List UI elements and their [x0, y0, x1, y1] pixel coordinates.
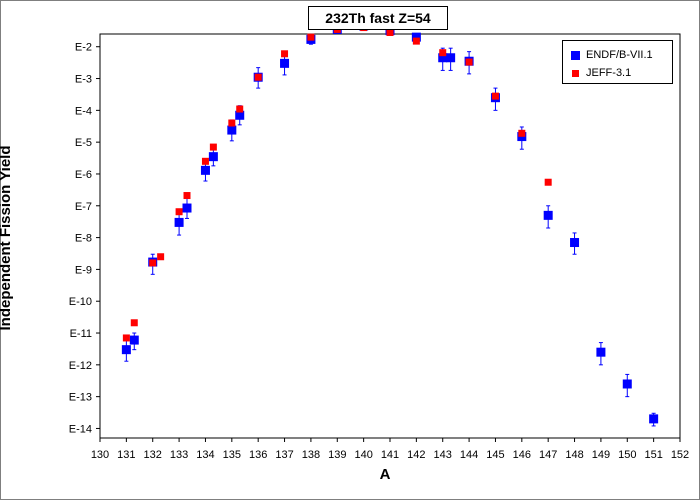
x-tick-label: 144 [460, 449, 478, 461]
point-jeff [201, 157, 209, 165]
plot-area [99, 33, 681, 439]
y-tick-label: E-6 [75, 169, 92, 181]
x-axis-label: A [379, 466, 391, 483]
legend-label-endf: ENDF/B-VII.1 [586, 49, 653, 61]
y-tick-label: E-4 [75, 105, 92, 117]
y-tick-label: E-14 [69, 423, 92, 435]
point-endf [227, 125, 237, 135]
x-tick-label: 133 [170, 449, 188, 461]
x-tick-label: 139 [328, 449, 346, 461]
x-tick-label: 141 [381, 449, 399, 461]
x-axis: 130 131 132 133 134 135 136 137 138 139 140 141 142 1… [91, 438, 689, 461]
y-tick-label: E-13 [69, 392, 92, 404]
x-tick-label: 137 [275, 449, 293, 461]
x-tick-label: 142 [407, 449, 425, 461]
point-jeff [228, 119, 236, 127]
point-endf [649, 414, 659, 424]
y-tick-label: E-10 [69, 296, 92, 308]
x-tick-label: 145 [486, 449, 504, 461]
point-endf [174, 217, 184, 227]
point-jeff [236, 105, 244, 113]
point-jeff [518, 129, 526, 137]
point-jeff [175, 208, 183, 216]
point-endf [280, 58, 290, 68]
y-tick-label: E-3 [75, 74, 92, 86]
point-jeff [412, 37, 420, 45]
point-jeff [307, 33, 315, 41]
x-tick-label: 150 [618, 449, 636, 461]
y-tick-label: E-5 [75, 137, 92, 149]
x-tick-label: 148 [565, 449, 583, 461]
point-endf [411, 32, 421, 42]
legend-swatch-endf [571, 50, 580, 60]
point-jeff [544, 178, 552, 186]
point-jeff [386, 28, 394, 36]
y-axis: E-2 E-3 E-4 E-5 E-6 E-7 E-8 E-9 E-10 E-11 E-12 E-13… [69, 42, 100, 435]
point-endf [208, 152, 218, 162]
point-endf [129, 335, 139, 345]
point-jeff [465, 58, 473, 66]
x-tick-label: 134 [196, 449, 214, 461]
x-tick-label: 151 [644, 449, 662, 461]
legend: ENDF/B-VII.1 JEFF-3.1 [562, 40, 673, 84]
x-tick-label: 146 [513, 449, 531, 461]
legend-swatch-jeff [572, 69, 579, 77]
point-endf [446, 53, 456, 63]
y-axis-label: Independent Fission Yield [0, 145, 14, 331]
point-jeff [122, 334, 130, 342]
point-endf [543, 210, 553, 220]
legend-item-jeff: JEFF-3.1 [571, 67, 631, 79]
point-jeff [439, 49, 447, 57]
legend-item-endf: ENDF/B-VII.1 [571, 49, 653, 61]
x-tick-label: 147 [539, 449, 557, 461]
point-endf [622, 379, 632, 389]
y-tick-label: E-9 [75, 264, 92, 276]
y-tick-label: E-12 [69, 360, 92, 372]
point-jeff [149, 259, 157, 267]
x-tick-label: 138 [302, 449, 320, 461]
point-jeff [130, 319, 138, 327]
point-jeff [209, 143, 217, 151]
point-jeff [491, 92, 499, 100]
point-endf [182, 203, 192, 213]
point-endf [200, 165, 210, 175]
point-endf [438, 53, 448, 63]
frame-top [0, 0, 700, 1]
point-endf [235, 110, 245, 120]
x-tick-label: 140 [354, 449, 372, 461]
point-endf [121, 345, 131, 355]
point-jeff [254, 73, 262, 81]
point-jeff [157, 253, 165, 261]
point-jeff [183, 192, 191, 200]
point-endf [596, 347, 606, 357]
y-tick-label: E-11 [70, 328, 92, 340]
point-endf [570, 238, 580, 248]
x-tick-label: 149 [592, 449, 610, 461]
x-tick-label: 135 [223, 449, 241, 461]
x-tick-label: 132 [144, 449, 162, 461]
x-tick-label: 143 [434, 449, 452, 461]
x-tick-label: 130 [91, 449, 109, 461]
y-tick-label: E-7 [75, 201, 92, 213]
x-tick-label: 136 [249, 449, 267, 461]
legend-label-jeff: JEFF-3.1 [586, 67, 632, 79]
x-tick-label: 152 [671, 449, 689, 461]
frame-left [0, 0, 1, 500]
chart-title: 232Th fast Z=54 [308, 6, 448, 30]
point-jeff [281, 50, 289, 58]
y-tick-label: E-2 [75, 42, 92, 54]
y-tick-label: E-8 [75, 233, 92, 245]
x-tick-label: 131 [117, 449, 135, 461]
